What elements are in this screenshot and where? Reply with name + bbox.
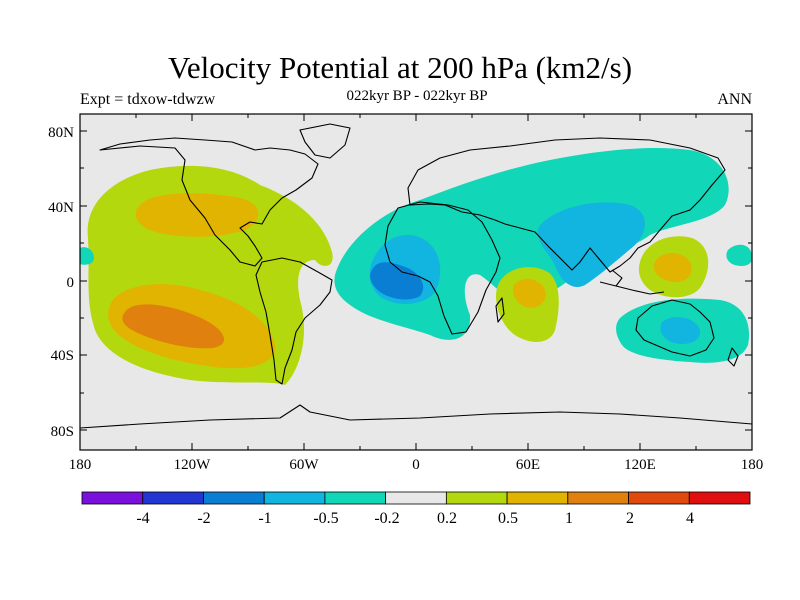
contour-1-south xyxy=(122,304,225,349)
coast-madagascar xyxy=(495,297,505,323)
lat-label: 40N xyxy=(48,200,74,216)
lon-label: 120E xyxy=(624,457,656,473)
colorbar-box xyxy=(263,491,326,505)
colorbar-boxes xyxy=(81,491,751,505)
contour-05-westpacific xyxy=(653,253,692,282)
colorbar-label: 0.5 xyxy=(498,510,518,527)
lon-label: 180 xyxy=(69,457,92,473)
coast-greenland xyxy=(299,123,351,159)
colorbar-box xyxy=(81,491,144,505)
coast-new-zealand xyxy=(727,347,739,367)
colorbar-label: 1 xyxy=(565,510,573,527)
coast-eurasia xyxy=(407,137,726,273)
colorbar-label: 2 xyxy=(626,510,634,527)
map-subtitle: 022kyr BP - 022kyr BP xyxy=(346,88,488,104)
coast-australia xyxy=(635,299,715,357)
lon-label: 120W xyxy=(174,457,212,473)
lon-label: 60W xyxy=(289,457,319,473)
contour-negative-dateline xyxy=(726,244,752,266)
contour-neg05-australia xyxy=(660,317,701,344)
season-label: ANN xyxy=(717,91,752,108)
lat-label: 80S xyxy=(51,424,74,440)
coast-north-america xyxy=(99,137,319,267)
lat-label: 0 xyxy=(67,275,75,291)
colorbar-box xyxy=(567,491,629,505)
colorbar-box xyxy=(385,491,447,505)
lat-label: 40S xyxy=(51,348,74,364)
colorbar-box xyxy=(324,491,387,505)
experiment-label: Expt = tdxow-tdwzw xyxy=(80,91,216,108)
colorbar-box xyxy=(506,491,569,505)
colorbar-box xyxy=(142,491,204,505)
latitude-labels: 80N 40N 0 40S 80S xyxy=(48,125,74,440)
longitude-labels: 180 120W 60W 0 60E 120E 180 xyxy=(69,457,764,473)
lat-label: 80N xyxy=(48,125,74,141)
lon-label: 180 xyxy=(741,457,764,473)
map-title: Velocity Potential at 200 hPa (km2/s) xyxy=(167,50,633,85)
map-ticks xyxy=(79,114,753,450)
colorbar-box xyxy=(203,491,265,505)
contour-neg1-africa xyxy=(370,262,424,300)
colorbar-label: -0.2 xyxy=(374,510,399,527)
coast-antarctica xyxy=(80,404,752,429)
colorbar-labels: -4 -2 -1 -0.5 -0.2 0.2 0.5 1 2 4 xyxy=(136,510,694,527)
contour-05-north xyxy=(135,193,259,237)
colorbar-label: -4 xyxy=(136,510,149,527)
colorbar-label: -2 xyxy=(197,510,210,527)
colorbar-label: 4 xyxy=(686,510,694,527)
contour-05-eastafrica xyxy=(512,278,546,308)
coastlines xyxy=(80,123,752,429)
colorbar-label: 0.2 xyxy=(437,510,457,527)
lon-label: 60E xyxy=(516,457,540,473)
map-panel xyxy=(80,114,752,450)
colorbar-box xyxy=(628,491,690,505)
contour-negative-westpacific xyxy=(80,247,94,265)
colorbar-label: -0.5 xyxy=(313,510,338,527)
colorbar: -4 -2 -1 -0.5 -0.2 0.2 0.5 1 2 4 xyxy=(81,491,751,527)
colorbar-box xyxy=(688,491,751,505)
lon-label: 0 xyxy=(412,457,420,473)
contour-neg05-asia xyxy=(537,202,645,288)
coast-south-america xyxy=(255,257,333,385)
colorbar-box xyxy=(445,491,508,505)
colorbar-label: -1 xyxy=(258,510,271,527)
coast-indonesia xyxy=(599,269,665,295)
